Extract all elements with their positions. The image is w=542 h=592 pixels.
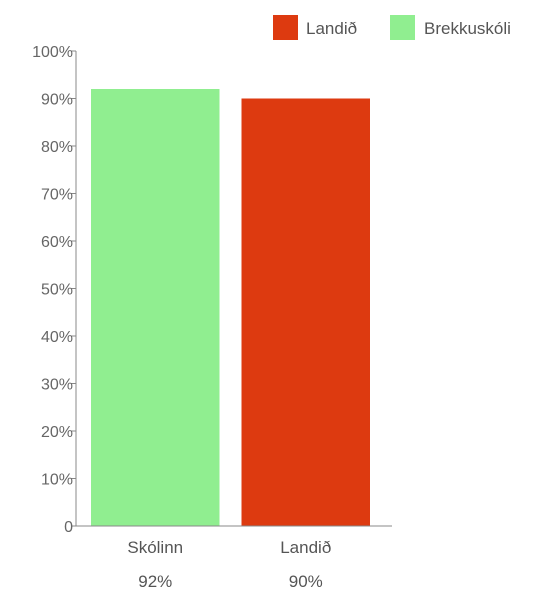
bars <box>91 89 370 526</box>
y-tick-label: 10% <box>41 472 73 489</box>
legend-swatch-brekkuskoli <box>390 15 415 40</box>
bar-skolinn <box>91 89 220 526</box>
x-category-label: Landið <box>280 538 331 557</box>
y-tick-label: 40% <box>41 329 73 346</box>
y-tick-label: 90% <box>41 92 73 109</box>
bar-value-label: 90% <box>289 572 323 591</box>
y-tick-label: 60% <box>41 234 73 251</box>
legend-label-brekkuskoli: Brekkuskóli <box>424 19 511 38</box>
y-tick-label: 50% <box>41 282 73 299</box>
legend-label-landid: Landið <box>306 19 357 38</box>
bar-landid <box>241 98 370 526</box>
y-tick-label: 0 <box>64 519 73 536</box>
bar-value-label: 92% <box>138 572 172 591</box>
y-tick-label: 70% <box>41 187 73 204</box>
y-tick-label: 100% <box>32 44 73 61</box>
legend: Landið Brekkuskóli <box>273 15 511 40</box>
y-tick-label: 80% <box>41 139 73 156</box>
x-axis: Skólinn 92% Landið 90% <box>76 525 392 591</box>
y-tick-label: 30% <box>41 377 73 394</box>
y-tick-label: 20% <box>41 424 73 441</box>
y-axis: 0 10% 20% 30% 40% 50% 60% 70% 80% 90% 100% <box>32 44 77 536</box>
x-category-label: Skólinn <box>127 538 183 557</box>
legend-swatch-landid <box>273 15 298 40</box>
